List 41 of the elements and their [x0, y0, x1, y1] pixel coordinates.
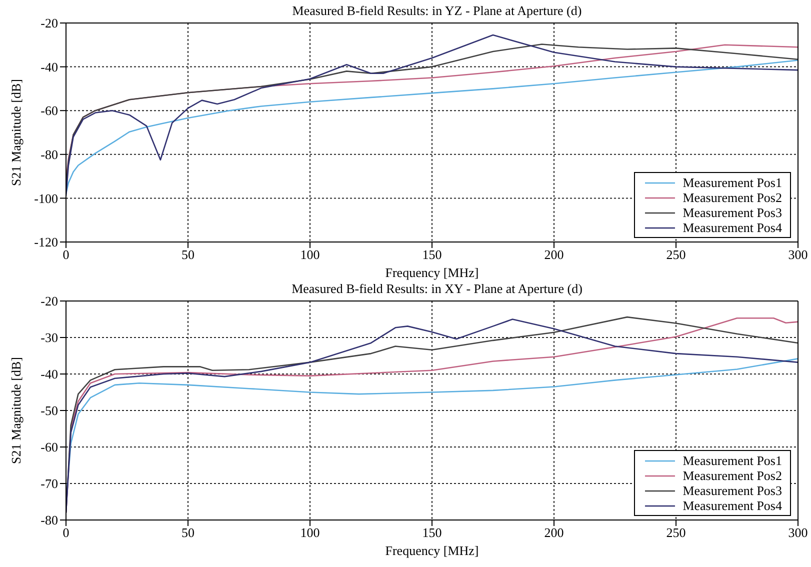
y-tick-label: -40: [40, 366, 58, 382]
y-tick-label: -20: [40, 294, 58, 309]
y-tick-label: -100: [34, 190, 58, 206]
legend-label: Measurement Pos2: [682, 468, 782, 483]
x-tick-label: 100: [300, 525, 320, 540]
chart-title: Measured B-field Results: in XY - Plane at Aperture (d): [290, 281, 584, 296]
legend-label: Measurement Pos3: [682, 483, 782, 498]
x-tick-label: 0: [62, 525, 70, 540]
y-tick-label: -20: [40, 16, 58, 31]
x-tick-label: 100: [300, 247, 320, 262]
y-tick-label: -70: [40, 476, 58, 492]
x-tick-label: 250: [666, 525, 686, 540]
y-tick-label: -50: [40, 403, 58, 418]
legend-label: Measurement Pos1: [682, 453, 782, 468]
x-tick-label: 50: [182, 247, 194, 262]
x-axis-title: Frequency [MHz]: [385, 543, 479, 558]
legend-label: Measurement Pos2: [682, 190, 782, 205]
y-axis-title: S21 Magnitude [dB]: [8, 79, 24, 186]
chart-title: Measured B-field Results: in YZ - Plane at Aperture (d): [291, 3, 583, 18]
legend-label: Measurement Pos3: [682, 205, 782, 220]
legend-label: Measurement Pos1: [682, 175, 782, 190]
x-tick-label: 200: [544, 525, 564, 540]
x-tick-label: 200: [544, 247, 564, 262]
y-tick-label: -80: [40, 512, 58, 528]
legend-label: Measurement Pos4: [682, 498, 782, 513]
y-tick-label: -80: [40, 147, 58, 162]
x-axis-title: Frequency [MHz]: [385, 265, 479, 280]
x-tick-label: 250: [666, 247, 686, 262]
y-tick-label: -60: [40, 440, 58, 455]
legend-label: Measurement Pos4: [682, 220, 782, 235]
y-axis-title: S21 Magnitude [dB]: [8, 357, 24, 464]
y-tick-label: -40: [40, 59, 58, 74]
x-tick-label: 0: [62, 247, 70, 262]
y-tick-label: -120: [34, 234, 58, 250]
y-tick-label: -60: [40, 103, 58, 118]
x-tick-label: 150: [422, 247, 442, 262]
x-tick-label: 150: [422, 525, 442, 540]
x-tick-label: 50: [182, 525, 194, 540]
x-tick-label: 300: [788, 525, 808, 540]
y-tick-label: -30: [40, 330, 58, 346]
x-tick-label: 300: [788, 247, 808, 262]
